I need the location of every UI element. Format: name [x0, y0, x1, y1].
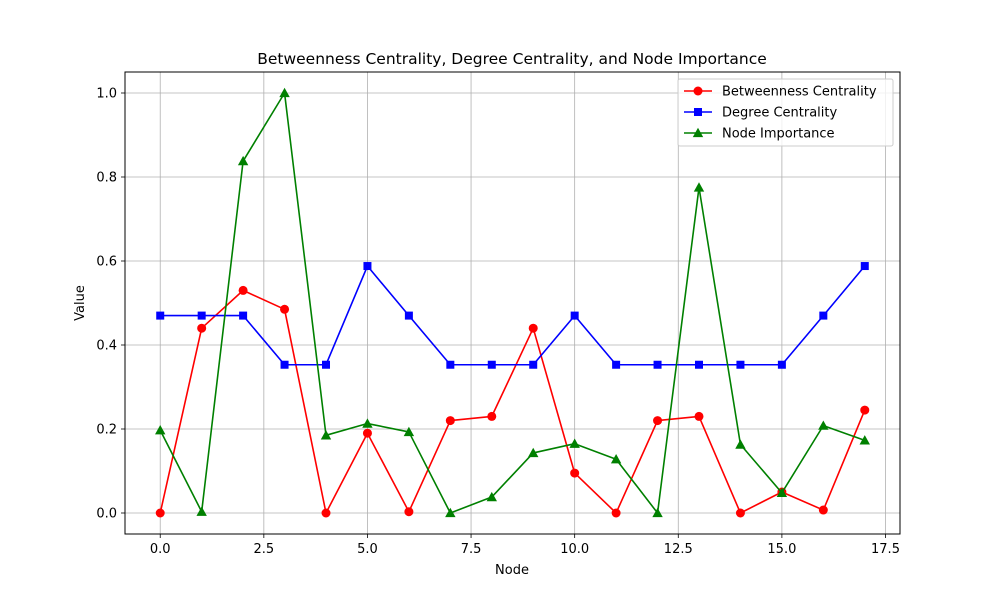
legend-label: Node Importance — [722, 127, 835, 142]
data-point — [155, 508, 165, 518]
y-tick-label: 0.0 — [96, 507, 117, 522]
data-point — [197, 311, 206, 320]
x-tick-label: 0.0 — [150, 542, 171, 557]
data-point — [320, 430, 332, 440]
series-1 — [156, 262, 869, 369]
data-point — [528, 447, 539, 458]
data-point — [694, 411, 704, 421]
data-point — [653, 416, 663, 426]
data-point — [776, 487, 788, 497]
series-line — [159, 92, 866, 514]
data-point — [196, 506, 207, 516]
chart-title: Betweenness Centrality, Degree Centralit… — [257, 50, 767, 68]
data-point — [239, 311, 248, 320]
legend-label: Betweenness Centrality — [722, 85, 877, 100]
data-point — [529, 360, 538, 369]
data-point — [280, 304, 290, 314]
data-point — [694, 360, 703, 369]
data-point — [197, 323, 207, 333]
series-layer — [155, 87, 870, 518]
y-tick-label: 1.0 — [96, 87, 117, 102]
y-axis-label: Value — [73, 285, 88, 321]
data-point — [362, 418, 373, 428]
legend-entry-1: Degree Centrality — [684, 106, 837, 121]
x-axis-label: Node — [495, 563, 529, 578]
x-tick-label: 2.5 — [253, 542, 274, 557]
x-tick-label: 15.0 — [767, 542, 796, 557]
y-tick-label: 0.4 — [96, 339, 117, 354]
data-point — [612, 360, 621, 369]
data-point — [777, 360, 786, 369]
data-point — [570, 311, 579, 320]
data-point — [279, 87, 290, 98]
legend: Betweenness Centrality Degree Centrality N… — [677, 78, 894, 147]
data-point — [321, 508, 331, 518]
series-line — [160, 265, 866, 366]
data-point — [445, 416, 455, 426]
data-point — [860, 405, 870, 415]
data-point — [859, 435, 870, 445]
data-point — [528, 323, 538, 333]
data-point — [610, 454, 622, 464]
data-point — [736, 360, 745, 369]
data-point — [569, 438, 580, 448]
y-tick-label: 0.8 — [96, 171, 117, 186]
legend-entry-2: Node Importance — [684, 127, 835, 142]
data-point — [486, 491, 497, 502]
legend-marker — [694, 108, 702, 116]
data-point — [735, 439, 746, 449]
data-point — [404, 507, 414, 517]
legend-label: Degree Centrality — [722, 106, 837, 121]
data-point — [860, 262, 869, 271]
data-point — [280, 360, 289, 369]
data-point — [819, 311, 828, 320]
data-point — [487, 411, 497, 421]
data-point — [322, 360, 331, 369]
data-point — [652, 507, 663, 518]
legend-items: Betweenness Centrality Degree Centrality N… — [684, 85, 877, 142]
x-tick-label: 12.5 — [664, 542, 693, 557]
data-point — [445, 507, 456, 518]
data-point — [570, 468, 580, 478]
data-point — [404, 311, 413, 320]
data-point — [363, 262, 372, 271]
legend-entry-0: Betweenness Centrality — [684, 85, 877, 100]
x-tick-label: 17.5 — [871, 542, 900, 557]
x-axis: 0.0 2.5 5.0 7.5 10.0 12.5 15.0 17.5 — [150, 534, 900, 557]
data-point — [818, 505, 828, 515]
legend-marker — [692, 127, 704, 138]
legend-marker — [693, 86, 703, 96]
legend-box — [677, 78, 894, 147]
data-point — [693, 182, 705, 192]
data-point — [735, 508, 745, 518]
data-point — [818, 420, 829, 430]
data-point — [155, 425, 166, 435]
data-point — [653, 360, 662, 369]
data-point — [487, 360, 496, 369]
x-tick-label: 5.0 — [357, 542, 378, 557]
data-point — [611, 508, 621, 518]
y-tick-label: 0.6 — [96, 255, 117, 270]
y-tick-label: 0.2 — [96, 423, 117, 438]
data-point — [238, 285, 248, 295]
series-0 — [155, 285, 870, 518]
series-line — [159, 289, 866, 514]
data-point — [403, 426, 415, 437]
y-axis: 0.0 0.2 0.4 0.6 0.8 1.0 — [96, 87, 125, 522]
series-2 — [155, 87, 870, 518]
x-tick-label: 7.5 — [461, 542, 482, 557]
plot-area — [124, 71, 901, 535]
data-point — [446, 360, 455, 369]
data-point — [237, 155, 249, 166]
x-tick-label: 10.0 — [560, 542, 589, 557]
data-point — [156, 311, 165, 320]
data-point — [362, 428, 372, 438]
